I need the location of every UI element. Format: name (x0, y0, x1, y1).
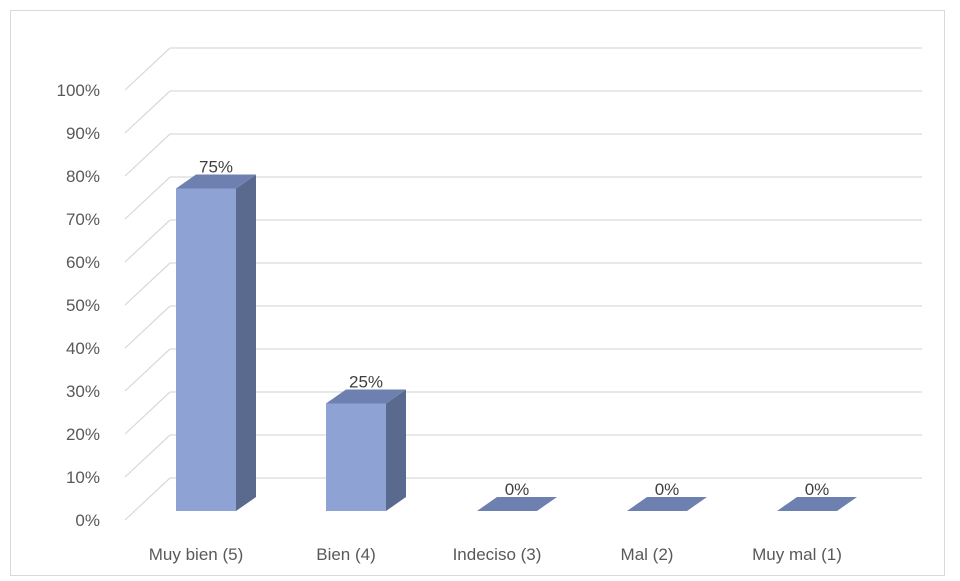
data-labels: 75% 25% 0% 0% 0% (199, 158, 829, 500)
category-label: Muy mal (1) (752, 545, 842, 564)
gridline-diagonal-0 (124, 477, 171, 521)
gridline-diagonal-10 (124, 47, 171, 91)
gridline-diagonal-7 (124, 176, 171, 220)
bar-top-2 (477, 497, 557, 511)
bar-top-4 (777, 497, 857, 511)
bar-front-0 (176, 188, 236, 511)
y-tick-label: 100% (57, 81, 100, 100)
data-label: 0% (805, 480, 830, 499)
y-tick-label: 20% (66, 425, 100, 444)
y-tick-label: 70% (66, 210, 100, 229)
bar-front-1 (326, 403, 386, 511)
gridline-diagonal-3 (124, 348, 171, 392)
bar-side-1 (386, 389, 406, 511)
category-label: Bien (4) (316, 545, 376, 564)
data-label: 25% (349, 373, 383, 392)
gridline-diagonal-6 (124, 219, 171, 263)
gridline-diagonal-2 (124, 391, 171, 435)
bar-side-0 (236, 174, 256, 511)
y-tick-label: 90% (66, 124, 100, 143)
y-tick-label: 80% (66, 167, 100, 186)
y-tick-label: 0% (75, 511, 100, 530)
gridline-diagonal-9 (124, 90, 171, 134)
category-label: Indeciso (3) (453, 545, 542, 564)
y-tick-label: 10% (66, 468, 100, 487)
data-label: 0% (655, 480, 680, 499)
category-label: Muy bien (5) (149, 545, 243, 564)
gridline-diagonal-8 (124, 133, 171, 177)
y-tick-label: 50% (66, 296, 100, 315)
gridline-diagonal-5 (124, 262, 171, 306)
bar-top-3 (627, 497, 707, 511)
bars (176, 174, 857, 511)
y-tick-labels: 0% 10% 20% 30% 40% 50% 60% 70% 80% 90% 100% (57, 81, 100, 530)
bar-top-1 (326, 389, 406, 404)
category-labels: Muy bien (5) Bien (4) Indeciso (3) Mal (2) M… (149, 545, 842, 564)
bar-top-0 (176, 174, 256, 189)
gridline-diagonal-1 (124, 434, 171, 478)
data-label: 0% (505, 480, 530, 499)
y-tick-label: 60% (66, 253, 100, 272)
category-label: Mal (2) (621, 545, 674, 564)
y-tick-label: 40% (66, 339, 100, 358)
data-label: 75% (199, 158, 233, 177)
gridline-diagonal-4 (124, 305, 171, 349)
y-tick-label: 30% (66, 382, 100, 401)
grid-layer (124, 47, 922, 521)
